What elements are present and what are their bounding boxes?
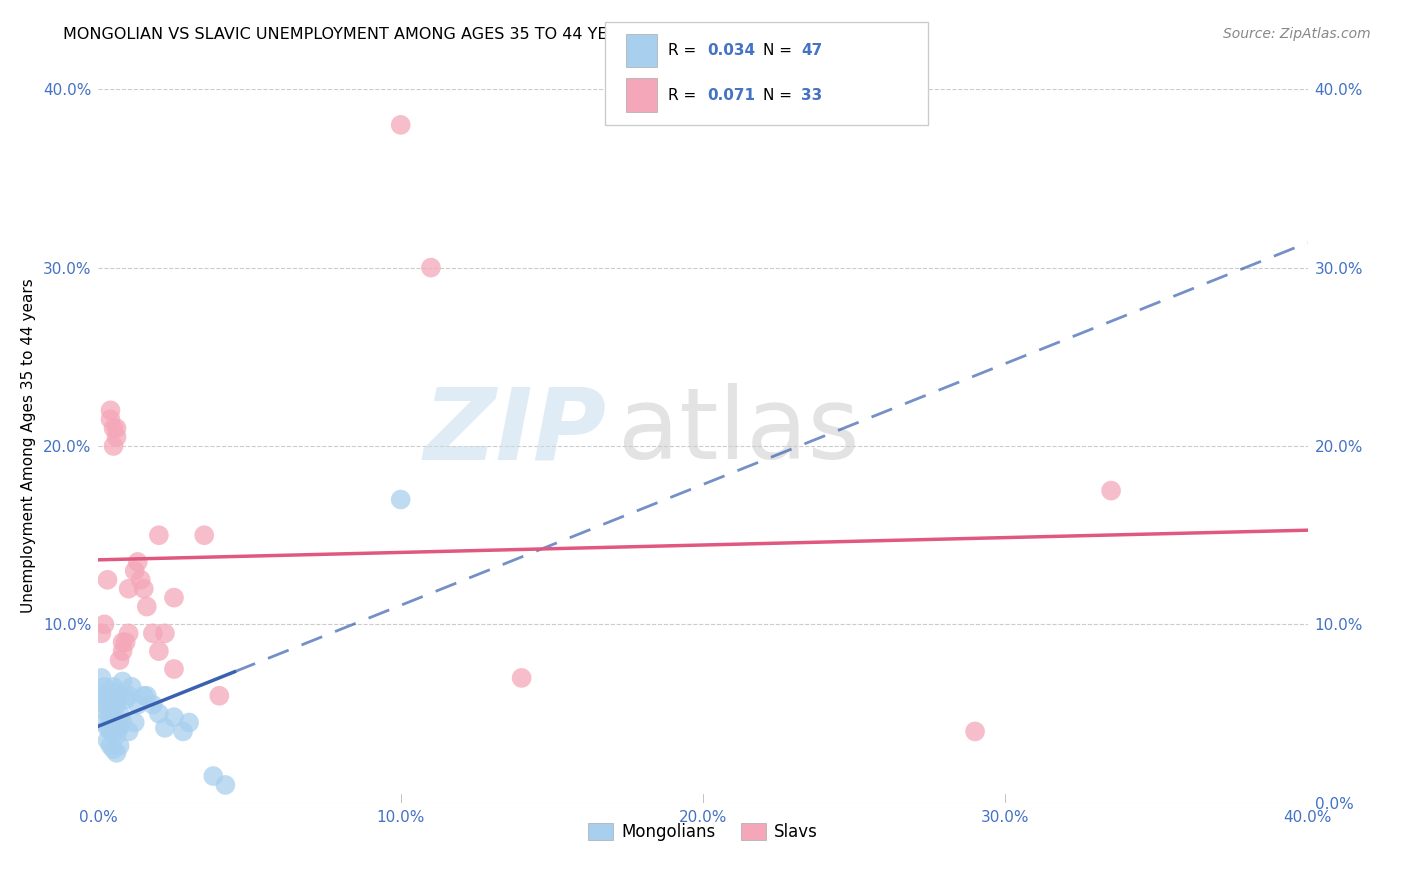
Text: Source: ZipAtlas.com: Source: ZipAtlas.com: [1223, 27, 1371, 41]
Point: [132, 689, 155, 703]
Point: [111, 635, 134, 649]
Point: [135, 599, 157, 614]
Point: [510, 671, 533, 685]
Text: atlas: atlas: [619, 384, 860, 480]
Point: [118, 582, 141, 596]
Point: [105, 715, 128, 730]
Point: [96, 733, 118, 747]
Point: [100, 403, 122, 417]
Point: [111, 715, 134, 730]
Point: [100, 692, 122, 706]
Text: N =: N =: [763, 88, 797, 103]
Point: [90, 626, 112, 640]
Point: [127, 698, 149, 712]
Point: [148, 528, 170, 542]
Point: [148, 644, 170, 658]
Point: [179, 715, 201, 730]
Y-axis label: Unemployment Among Ages 35 to 44 years: Unemployment Among Ages 35 to 44 years: [21, 278, 37, 614]
Point: [105, 746, 128, 760]
Point: [105, 685, 128, 699]
Text: 0.071: 0.071: [707, 88, 755, 103]
Point: [118, 689, 141, 703]
Point: [103, 680, 125, 694]
Point: [129, 573, 152, 587]
Point: [93, 680, 115, 694]
Point: [103, 710, 125, 724]
Point: [163, 662, 186, 676]
Point: [100, 724, 122, 739]
Point: [108, 689, 131, 703]
Point: [108, 739, 131, 753]
Point: [103, 698, 125, 712]
Point: [93, 698, 115, 712]
Point: [420, 260, 443, 275]
Point: [172, 724, 194, 739]
Point: [96, 721, 118, 735]
Text: R =: R =: [668, 88, 702, 103]
Point: [111, 674, 134, 689]
Point: [114, 635, 136, 649]
Point: [389, 492, 412, 507]
Point: [389, 118, 412, 132]
Point: [208, 689, 231, 703]
Point: [214, 778, 236, 792]
Point: [93, 715, 115, 730]
Point: [153, 626, 176, 640]
Point: [163, 710, 186, 724]
Legend: Mongolians, Slavs: Mongolians, Slavs: [582, 816, 824, 848]
Point: [163, 591, 186, 605]
Point: [105, 430, 128, 444]
Point: [202, 769, 225, 783]
Point: [105, 421, 128, 435]
Point: [142, 626, 165, 640]
Point: [121, 680, 143, 694]
Point: [114, 692, 136, 706]
Point: [124, 715, 146, 730]
Point: [108, 706, 131, 721]
Point: [103, 421, 125, 435]
Point: [103, 439, 125, 453]
Point: [96, 689, 118, 703]
Point: [132, 582, 155, 596]
Text: R =: R =: [668, 43, 702, 58]
Point: [1099, 483, 1122, 498]
Point: [124, 564, 146, 578]
Point: [148, 706, 170, 721]
Point: [105, 728, 128, 742]
Text: MONGOLIAN VS SLAVIC UNEMPLOYMENT AMONG AGES 35 TO 44 YEARS CORRELATION CHART: MONGOLIAN VS SLAVIC UNEMPLOYMENT AMONG A…: [63, 27, 818, 42]
Point: [103, 742, 125, 756]
Point: [108, 653, 131, 667]
Text: 0.034: 0.034: [707, 43, 755, 58]
Point: [100, 739, 122, 753]
Point: [100, 710, 122, 724]
Point: [118, 724, 141, 739]
Point: [135, 689, 157, 703]
Text: N =: N =: [763, 43, 797, 58]
Point: [142, 698, 165, 712]
Point: [108, 721, 131, 735]
Point: [90, 671, 112, 685]
Point: [90, 689, 112, 703]
Point: [118, 626, 141, 640]
Point: [100, 412, 122, 426]
Point: [103, 724, 125, 739]
Point: [127, 555, 149, 569]
Point: [105, 698, 128, 712]
Point: [111, 644, 134, 658]
Point: [153, 721, 176, 735]
Point: [96, 573, 118, 587]
Text: 33: 33: [801, 88, 823, 103]
Text: ZIP: ZIP: [423, 384, 606, 480]
Point: [96, 698, 118, 712]
Point: [193, 528, 215, 542]
Point: [965, 724, 987, 739]
Text: 47: 47: [801, 43, 823, 58]
Point: [96, 706, 118, 721]
Point: [93, 617, 115, 632]
